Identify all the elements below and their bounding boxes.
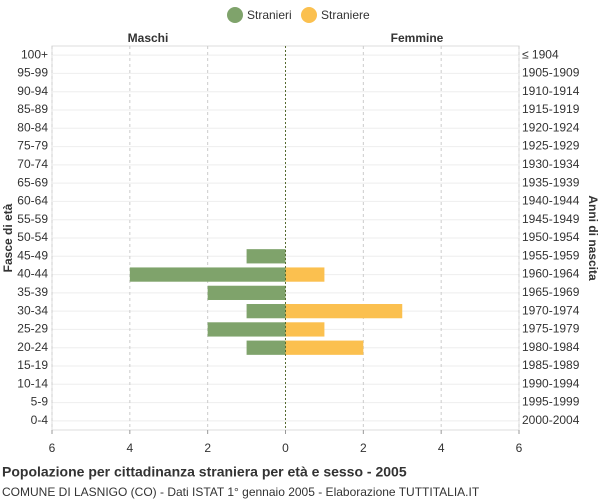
left-label: Maschi <box>128 31 169 45</box>
y-tick-label: 45-49 <box>17 248 48 262</box>
x-tick-label: 2 <box>204 441 211 455</box>
y2-tick-label: 1990-1994 <box>522 376 580 390</box>
x-tick-label: 4 <box>126 441 133 455</box>
y2-tick-label: 1975-1979 <box>522 322 580 336</box>
x-tick-label: 6 <box>49 441 56 455</box>
bar <box>285 267 325 282</box>
y-tick-label: 55-59 <box>17 212 48 226</box>
bar <box>246 304 286 319</box>
y2-tick-label: 2000-2004 <box>522 413 580 427</box>
y-tick-label: 85-89 <box>17 102 48 116</box>
y2-tick-label: 1965-1969 <box>522 285 580 299</box>
y-tick-label: 100+ <box>21 47 48 61</box>
y-tick-label: 0-4 <box>31 413 49 427</box>
legend-label: Stranieri <box>247 8 292 22</box>
y2-tick-label: 1920-1924 <box>522 120 580 134</box>
y-axis-title: Fasce di età <box>1 203 15 272</box>
y-tick-label: 30-34 <box>17 303 48 317</box>
chart-subtitle: COMUNE DI LASNIGO (CO) - Dati ISTAT 1° g… <box>2 485 480 499</box>
y-tick-label: 50-54 <box>17 230 48 244</box>
y2-tick-label: 1910-1914 <box>522 84 580 98</box>
legend-label: Straniere <box>321 8 370 22</box>
y2-tick-label: 1970-1974 <box>522 303 580 317</box>
bar <box>207 285 286 300</box>
chart-title: Popolazione per cittadinanza straniera p… <box>2 464 407 480</box>
bar <box>285 340 364 355</box>
bar <box>207 322 286 337</box>
y-tick-label: 25-29 <box>17 322 48 336</box>
x-tick-label: 6 <box>516 441 523 455</box>
y2-axis-title: Anni di nascita <box>586 195 600 281</box>
y2-tick-label: 1925-1929 <box>522 139 580 153</box>
y2-tick-label: 1930-1934 <box>522 157 580 171</box>
y2-tick-label: 1960-1964 <box>522 267 580 281</box>
y2-tick-label: 1980-1984 <box>522 340 580 354</box>
y-tick-label: 65-69 <box>17 175 48 189</box>
y-tick-label: 70-74 <box>17 157 48 171</box>
x-tick-label: 2 <box>360 441 367 455</box>
bar <box>285 322 325 337</box>
y2-tick-label: 1915-1919 <box>522 102 580 116</box>
y-tick-label: 10-14 <box>17 376 48 390</box>
y2-tick-label: 1955-1959 <box>522 248 580 262</box>
y2-tick-label: 1950-1954 <box>522 230 580 244</box>
y2-tick-label: 1905-1909 <box>522 66 580 80</box>
y2-tick-label: ≤ 1904 <box>522 47 559 61</box>
y-tick-label: 40-44 <box>17 267 48 281</box>
y-tick-label: 95-99 <box>17 66 48 80</box>
y-tick-label: 15-19 <box>17 358 48 372</box>
y-tick-label: 20-24 <box>17 340 48 354</box>
bar <box>285 304 403 319</box>
x-tick-label: 0 <box>282 441 289 455</box>
y2-tick-label: 1985-1989 <box>522 358 580 372</box>
bar <box>246 340 286 355</box>
y-tick-label: 75-79 <box>17 139 48 153</box>
y2-tick-label: 1945-1949 <box>522 212 580 226</box>
legend-swatch <box>301 7 317 23</box>
y-tick-label: 60-64 <box>17 194 48 208</box>
legend-swatch <box>227 7 243 23</box>
right-label: Femmine <box>391 31 444 45</box>
y2-tick-label: 1940-1944 <box>522 194 580 208</box>
bar <box>246 249 286 264</box>
x-tick-label: 4 <box>438 441 445 455</box>
bar <box>129 267 286 282</box>
y-tick-label: 80-84 <box>17 120 48 134</box>
y-tick-label: 5-9 <box>31 395 49 409</box>
y-tick-label: 90-94 <box>17 84 48 98</box>
y-tick-label: 35-39 <box>17 285 48 299</box>
y2-tick-label: 1995-1999 <box>522 395 580 409</box>
y2-tick-label: 1935-1939 <box>522 175 580 189</box>
